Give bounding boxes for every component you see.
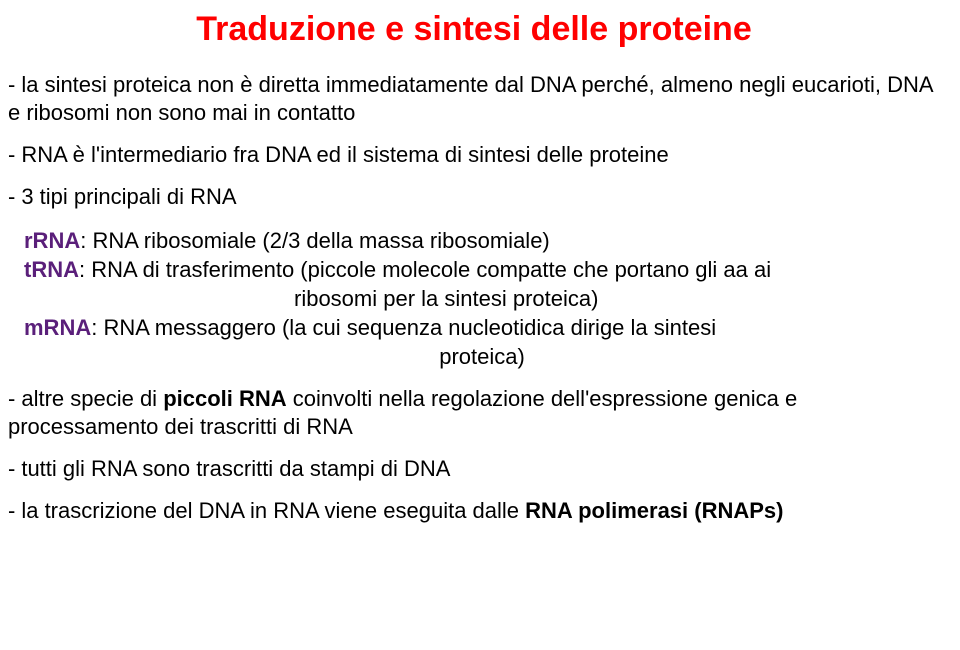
bullet-item: -altre specie di piccoli RNA coinvolti n… bbox=[8, 385, 940, 441]
page-title: Traduzione e sintesi delle proteine bbox=[8, 10, 940, 49]
mrna-text: : RNA messaggero (la cui sequenza nucleo… bbox=[91, 315, 716, 340]
rna-type-list: rRNA: RNA ribosomiale (2/3 della massa r… bbox=[8, 226, 940, 371]
bullet-marker: - bbox=[8, 498, 15, 523]
mrna-label: mRNA bbox=[24, 315, 91, 340]
bullet-keyword: RNA polimerasi (RNAPs) bbox=[525, 498, 783, 523]
trna-text-cont: ribosomi per la sintesi proteica) bbox=[24, 284, 940, 313]
bullet-keyword: piccoli RNA bbox=[163, 386, 286, 411]
rrna-text: : RNA ribosomiale (2/3 della massa ribos… bbox=[80, 228, 550, 253]
bullet-item: -la sintesi proteica non è diretta immed… bbox=[8, 71, 940, 127]
bullet-marker: - bbox=[8, 142, 15, 167]
mrna-line: mRNA: RNA messaggero (la cui sequenza nu… bbox=[24, 313, 940, 371]
bullet-item: -RNA è l'intermediario fra DNA ed il sis… bbox=[8, 141, 940, 169]
bullet-marker: - bbox=[8, 184, 15, 209]
bullet-text-pre: la trascrizione del DNA in RNA viene ese… bbox=[21, 498, 525, 523]
bullet-text-pre: altre specie di bbox=[21, 386, 163, 411]
document-page: Traduzione e sintesi delle proteine -la … bbox=[0, 0, 960, 650]
bullet-marker: - bbox=[8, 456, 15, 481]
bullet-text: la sintesi proteica non è diretta immedi… bbox=[8, 72, 932, 125]
bullet-item: -3 tipi principali di RNA bbox=[8, 183, 940, 211]
bullet-marker: - bbox=[8, 386, 15, 411]
trna-label: tRNA bbox=[24, 257, 79, 282]
bullet-text: RNA è l'intermediario fra DNA ed il sist… bbox=[21, 142, 668, 167]
bullet-item: -la trascrizione del DNA in RNA viene es… bbox=[8, 497, 940, 525]
rrna-label: rRNA bbox=[24, 228, 80, 253]
mrna-text-cont: proteica) bbox=[24, 342, 940, 371]
bullet-text: tutti gli RNA sono trascritti da stampi … bbox=[21, 456, 450, 481]
bullet-text: 3 tipi principali di RNA bbox=[21, 184, 236, 209]
trna-line: tRNA: RNA di trasferimento (piccole mole… bbox=[24, 255, 940, 313]
bullet-item: -tutti gli RNA sono trascritti da stampi… bbox=[8, 455, 940, 483]
bullet-marker: - bbox=[8, 72, 15, 97]
trna-text: : RNA di trasferimento (piccole molecole… bbox=[79, 257, 771, 282]
rrna-line: rRNA: RNA ribosomiale (2/3 della massa r… bbox=[24, 226, 940, 255]
